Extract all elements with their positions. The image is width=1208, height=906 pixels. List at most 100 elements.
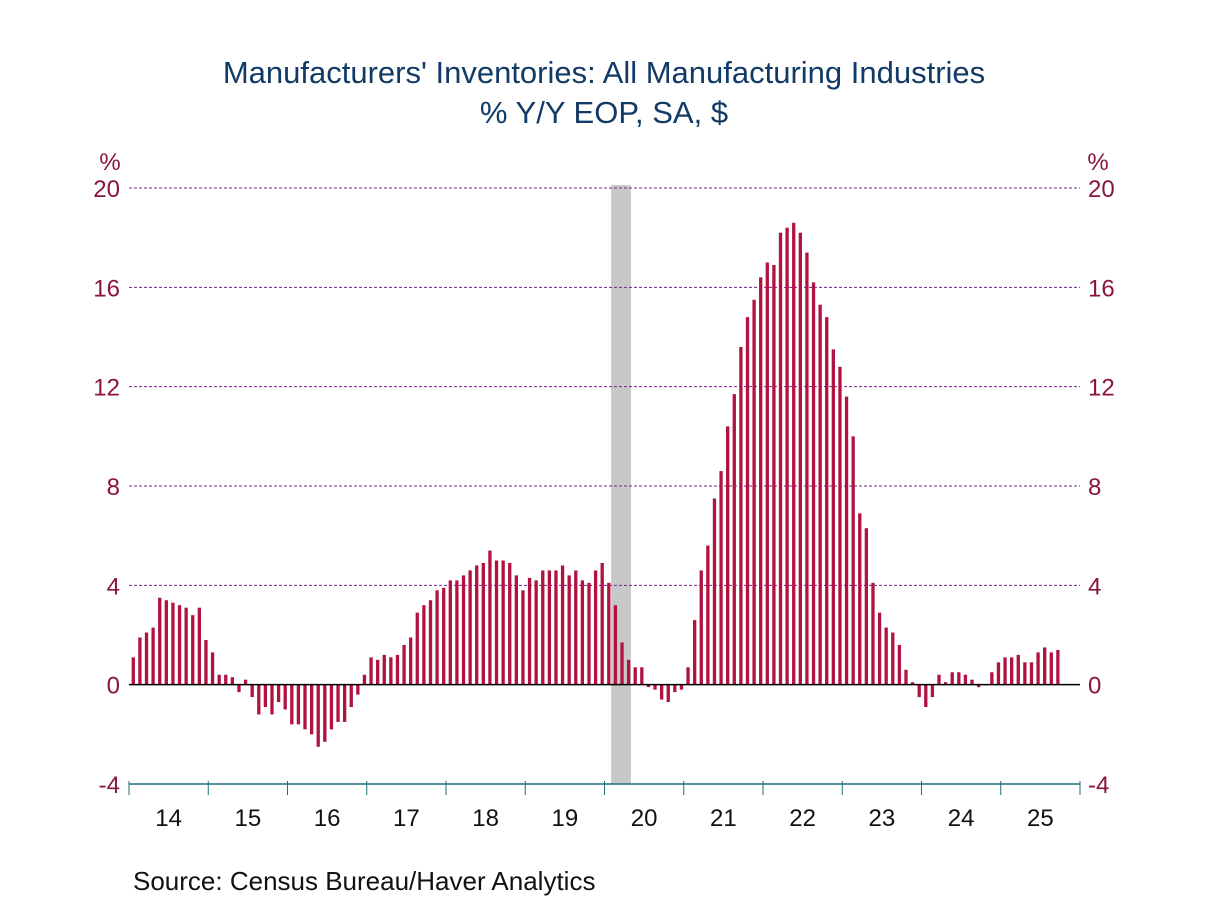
bar (1043, 647, 1047, 685)
bar (792, 222, 796, 685)
bar (844, 396, 849, 685)
bar (250, 684, 254, 698)
bar (1029, 662, 1034, 685)
bar (739, 346, 743, 685)
bar (369, 657, 373, 685)
x-tick-label: 20 (631, 805, 658, 832)
bar (395, 654, 400, 685)
bar (970, 679, 974, 685)
bar (389, 657, 393, 685)
y-tick-label-right: 0 (1088, 673, 1101, 700)
bar (858, 513, 862, 685)
bar (963, 674, 968, 685)
bar (943, 682, 948, 685)
y-tick-label-left: 12 (93, 375, 120, 402)
bar (990, 672, 994, 685)
bar (237, 684, 241, 693)
bar (613, 605, 618, 685)
bar (415, 612, 419, 685)
bar (1056, 649, 1060, 685)
bar (1010, 657, 1014, 685)
bar (435, 590, 439, 685)
bar (897, 644, 902, 685)
bar (501, 560, 505, 685)
bar (1003, 657, 1007, 685)
bar (488, 550, 492, 685)
bar (356, 684, 360, 695)
bar (184, 607, 188, 685)
bar (197, 607, 201, 685)
bar (659, 684, 664, 700)
bar (243, 679, 248, 685)
bar (851, 436, 855, 685)
bar (177, 605, 182, 685)
bar (904, 669, 908, 685)
bar (877, 612, 882, 685)
bar (831, 349, 835, 685)
bar (646, 684, 651, 688)
bar (158, 597, 162, 685)
bar (475, 565, 479, 685)
x-tick-label: 21 (710, 805, 737, 832)
bar (726, 426, 730, 685)
bar (699, 570, 703, 685)
bar (481, 562, 485, 685)
bar (283, 684, 287, 710)
y-tick-label-left: 0 (107, 673, 120, 700)
bar (521, 590, 525, 685)
bar (547, 570, 552, 685)
bar (871, 582, 875, 685)
bar (448, 580, 452, 685)
bar (607, 582, 611, 685)
bar (930, 684, 935, 698)
bar (131, 657, 135, 685)
bar (329, 684, 334, 730)
bar (508, 562, 512, 685)
y-tick-label-right: 12 (1088, 375, 1115, 402)
bar (567, 575, 571, 685)
bar (171, 602, 175, 685)
bar (891, 632, 895, 685)
x-tick-label: 14 (155, 805, 182, 832)
y-tick-label-left: 16 (93, 275, 120, 302)
y-axis-unit-right: % (1087, 149, 1108, 176)
y-tick-label-left: 4 (107, 573, 120, 600)
bar (950, 672, 954, 685)
y-tick-label-right: 4 (1088, 573, 1101, 600)
bar (805, 252, 809, 685)
y-tick-label-right: 8 (1088, 474, 1101, 501)
bar (712, 498, 717, 685)
x-tick-label: 23 (869, 805, 896, 832)
bar (633, 667, 637, 685)
bar (276, 684, 281, 703)
y-tick-label-left: 20 (93, 176, 120, 203)
bar (679, 684, 684, 690)
bar (693, 620, 697, 685)
bar (1023, 662, 1027, 685)
x-tick-label: 25 (1027, 805, 1054, 832)
source-note: Source: Census Bureau/Haver Analytics (133, 866, 596, 896)
bar (719, 471, 723, 685)
bar (514, 575, 518, 685)
bar (759, 277, 763, 685)
bar (402, 644, 406, 685)
bar (362, 674, 367, 685)
bar (138, 637, 142, 685)
bar (336, 684, 340, 722)
bar (924, 684, 928, 708)
bar (1049, 652, 1053, 685)
bar (996, 662, 1001, 685)
x-tick-label: 17 (393, 805, 420, 832)
bar (1036, 652, 1040, 685)
bar (290, 684, 294, 725)
bar (554, 570, 558, 685)
bar (224, 674, 228, 685)
bar (910, 682, 915, 685)
bar (342, 684, 347, 722)
y-tick-label-right: -4 (1088, 772, 1109, 799)
y-tick-label-left: -4 (99, 772, 120, 799)
bar (323, 684, 327, 742)
bar (296, 684, 301, 725)
bar (527, 577, 532, 685)
x-tick-label: 16 (314, 805, 341, 832)
